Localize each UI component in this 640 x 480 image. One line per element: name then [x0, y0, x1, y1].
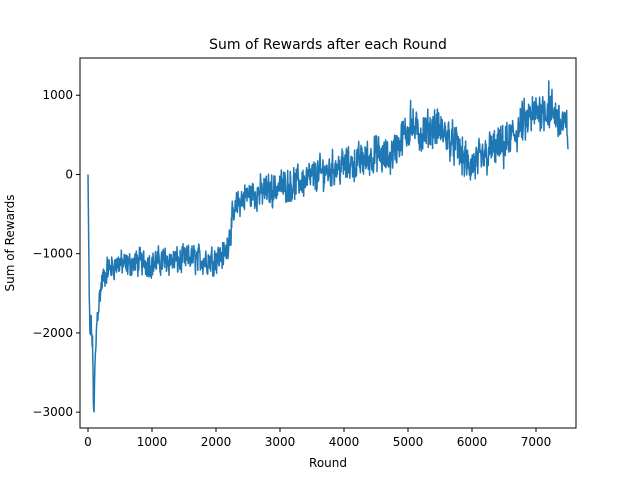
x-tick-label: 0 — [84, 435, 92, 449]
x-tick-label: 6000 — [457, 435, 488, 449]
y-tick-label: 0 — [65, 167, 73, 181]
y-tick-label: 1000 — [42, 88, 73, 102]
x-tick-label: 5000 — [393, 435, 424, 449]
y-axis-label: Sum of Rewards — [3, 194, 17, 291]
x-axis: 0 1000 2000 3000 4000 5000 6000 7000 — [84, 428, 551, 449]
x-tick-label: 4000 — [329, 435, 360, 449]
series-layer — [87, 80, 569, 413]
chart-title: Sum of Rewards after each Round — [209, 37, 447, 53]
y-tick-label: −3000 — [32, 405, 73, 419]
x-tick-label: 3000 — [265, 435, 296, 449]
x-axis-label: Round — [309, 456, 347, 470]
series-line — [87, 80, 569, 413]
x-tick-label: 2000 — [201, 435, 232, 449]
y-tick-label: −1000 — [32, 247, 73, 261]
x-tick-label: 1000 — [137, 435, 168, 449]
y-tick-label: −2000 — [32, 326, 73, 340]
plot-area — [80, 58, 576, 428]
x-tick-label: 7000 — [521, 435, 552, 449]
plot-frame — [79, 57, 577, 429]
y-axis: −3000 −2000 −1000 0 1000 — [32, 88, 80, 419]
